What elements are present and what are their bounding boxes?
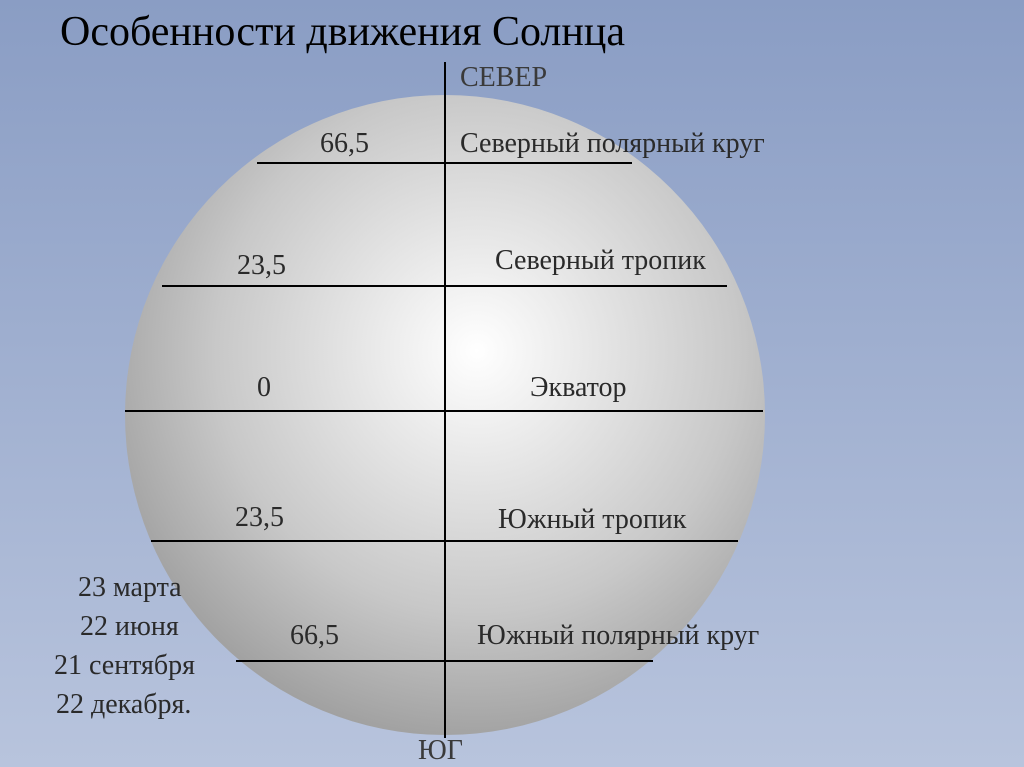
south-label: ЮГ xyxy=(418,735,463,767)
latitude-line xyxy=(236,660,653,662)
latitude-value: 66,5 xyxy=(320,128,369,160)
latitude-line xyxy=(162,285,727,287)
latitude-line xyxy=(257,162,632,164)
latitude-name: Северный тропик xyxy=(495,245,706,277)
latitude-name: Северный полярный круг xyxy=(460,128,765,160)
date-item: 22 декабря. xyxy=(56,689,191,721)
date-item: 21 сентября xyxy=(54,650,195,682)
slide-title: Особенности движения Солнца xyxy=(60,8,625,56)
date-item: 22 июня xyxy=(80,611,179,643)
latitude-line xyxy=(151,540,738,542)
latitude-line xyxy=(125,410,763,412)
latitude-value: 0 xyxy=(257,372,271,404)
latitude-value: 23,5 xyxy=(237,250,286,282)
latitude-name: Экватор xyxy=(530,372,627,404)
date-item: 23 марта xyxy=(78,572,182,604)
latitude-name: Южный полярный круг xyxy=(477,620,759,652)
latitude-value: 66,5 xyxy=(290,620,339,652)
north-label: СЕВЕР xyxy=(460,62,547,94)
latitude-name: Южный тропик xyxy=(498,504,686,536)
latitude-value: 23,5 xyxy=(235,502,284,534)
